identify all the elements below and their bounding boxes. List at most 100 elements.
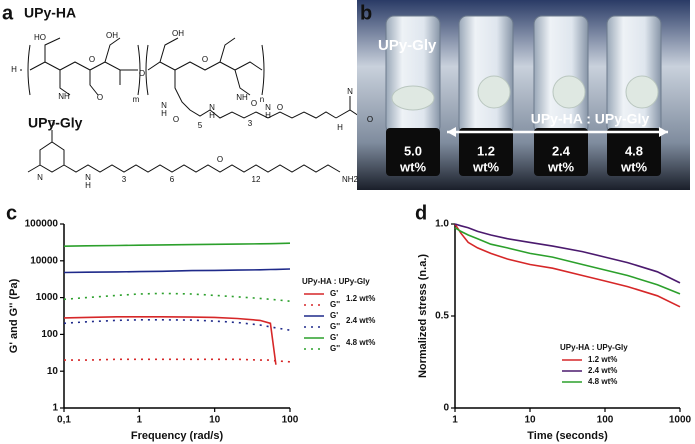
vials: 5.0wt%1.2wt%2.4wt%4.8wt% [385, 15, 662, 176]
y-tick-label: 1.0 [435, 219, 449, 230]
atom-label: n [260, 95, 264, 104]
legend-label: G' [330, 333, 338, 342]
legend-label: 2.4 wt% [588, 366, 617, 375]
y-tick-label: 10000 [30, 255, 58, 266]
gly-chain [27, 130, 341, 173]
ratio-label: UPy-HA : UPy-Gly [531, 111, 650, 127]
x-tick-label: 0,1 [57, 415, 71, 426]
atom-label: N [347, 87, 353, 96]
gel-disc [477, 75, 511, 109]
x-axis-title: Time (seconds) [527, 430, 608, 442]
data-line [454, 227, 681, 295]
y-axis-title: G' and G'' (Pa) [8, 278, 20, 353]
x-tick-label: 100 [597, 415, 614, 426]
vial-amount: 5.0 [404, 143, 422, 158]
legend-label: 1.2 wt% [588, 355, 617, 364]
brackets [20, 44, 265, 96]
vial-amount: 2.4 [552, 143, 571, 158]
vial-unit: wt% [547, 159, 574, 174]
atom-label: OH [106, 31, 118, 40]
data-line [63, 268, 291, 274]
legend-group: 2.4 wt% [346, 316, 375, 325]
y-tick-label: 1 [52, 403, 58, 414]
legend-group: 4.8 wt% [346, 338, 375, 347]
atom-label: O [251, 99, 257, 108]
vial-cap [386, 128, 440, 176]
atom-label: O [97, 93, 103, 102]
ha-ring-b [147, 37, 337, 119]
atom-label: O [173, 115, 179, 124]
vial-amount: 1.2 [477, 143, 495, 158]
data-line [63, 319, 291, 331]
atom-label: HO [34, 33, 46, 42]
vial-cap [607, 128, 661, 176]
panel-label: d [415, 202, 427, 224]
atom-label: O [277, 103, 283, 112]
structures [20, 37, 363, 173]
panel-label: a [2, 2, 14, 24]
atom-label: 6 [170, 175, 175, 184]
vial-unit: wt% [399, 159, 426, 174]
atom-label: m [133, 95, 140, 104]
atom-label: N [161, 101, 167, 110]
legend-label: G' [330, 289, 338, 298]
y-axis-title: Normalized stress (n.a.) [417, 254, 429, 378]
atom-label: H [337, 123, 343, 132]
vial-glass [385, 15, 441, 135]
atom-label: H [265, 111, 271, 120]
atom-label: NH [236, 93, 248, 102]
gel-disc [625, 75, 659, 109]
data-line [454, 223, 681, 308]
x-tick-label: 10 [209, 415, 221, 426]
atom-label: 5 [198, 121, 203, 130]
legend-label: G'' [330, 322, 340, 331]
x-tick-label: 10 [524, 415, 536, 426]
atom-label: N [209, 103, 215, 112]
legend-label: G'' [330, 300, 340, 309]
atom-label: O [139, 69, 145, 78]
vial-glass [458, 15, 514, 135]
atom-label: H [85, 181, 91, 190]
atom-label: 12 [252, 175, 261, 184]
gel-disc [391, 85, 435, 111]
atom-label: 3 [122, 175, 127, 184]
sample-label: UPy-Gly [378, 37, 437, 54]
atom-label: O [367, 115, 373, 124]
data-line [63, 316, 277, 365]
vial-cap [459, 128, 513, 176]
atom-label: OH [172, 29, 184, 38]
atom-label: NH [58, 92, 70, 101]
x-tick-label: 1 [452, 415, 458, 426]
atom-label: O [202, 55, 208, 64]
ha-ring-a [29, 37, 138, 96]
x-tick-label: 100 [282, 415, 299, 426]
atom-label: H [209, 111, 215, 120]
data-line [63, 292, 291, 302]
data-line [63, 242, 291, 247]
legend-title: UPy-HA : UPy-Gly [302, 277, 370, 286]
atom-label: H [11, 65, 17, 74]
legend-title: UPy-HA : UPy-Gly [560, 343, 628, 352]
vial-unit: wt% [472, 159, 499, 174]
panel-label: c [6, 202, 17, 224]
atom-label: N [85, 173, 91, 182]
atom-label: N [37, 173, 43, 182]
x-tick-label: 1000 [669, 415, 692, 426]
vial-cap [534, 128, 588, 176]
y-tick-label: 0.5 [435, 311, 449, 322]
atom-label: O [49, 119, 55, 128]
gel-disc [552, 75, 586, 109]
atom-label: H [161, 109, 167, 118]
atom-label: O [217, 155, 223, 164]
panel-label: b [360, 2, 372, 24]
atom-label: NH2 [342, 175, 359, 184]
y-tick-label: 0 [443, 403, 449, 414]
legend-group: 1.2 wt% [346, 294, 375, 303]
legend-label: 4.8 wt% [588, 377, 617, 386]
atom-label: N [265, 103, 271, 112]
y-tick-label: 1000 [36, 292, 59, 303]
molecule-name: UPy-Gly [28, 115, 83, 131]
x-tick-label: 1 [137, 415, 143, 426]
vial-unit: wt% [620, 159, 647, 174]
